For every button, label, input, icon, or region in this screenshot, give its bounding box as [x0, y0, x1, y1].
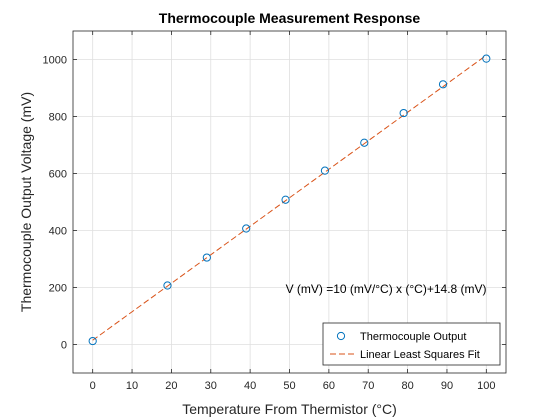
- data-point: [88, 336, 97, 346]
- grid-layer: [73, 31, 506, 373]
- data-point: [360, 138, 369, 147]
- marker-layer: [88, 54, 491, 346]
- y-tick-label: 800: [49, 112, 67, 124]
- x-tick-label: 70: [362, 380, 374, 392]
- x-tick-label: 90: [441, 380, 453, 392]
- x-tick-label: 50: [283, 380, 295, 392]
- x-tick-label: 40: [244, 380, 256, 392]
- y-tick-label: 1000: [43, 55, 67, 67]
- x-tick-label: 30: [205, 380, 217, 392]
- y-tick-label: 400: [49, 226, 67, 238]
- legend-entry-linear-fit: Linear Least Squares Fit: [360, 349, 480, 361]
- data-point: [242, 224, 251, 233]
- y-axis-label: Thermocouple Output Voltage (mV): [18, 92, 34, 312]
- data-point: [399, 108, 408, 118]
- data-point: [202, 253, 211, 262]
- x-tick-label: 100: [477, 380, 495, 392]
- x-tick-label: 20: [165, 380, 177, 392]
- fit-equation-annotation: V (mV) =10 (mV/°C) x (°C)+14.8 (mV): [286, 282, 487, 296]
- chart-title: Thermocouple Measurement Response: [159, 10, 421, 26]
- data-point: [482, 54, 491, 63]
- x-tick-label: 0: [90, 380, 96, 392]
- legend-entry-thermocouple-output: Thermocouple Output: [360, 331, 466, 343]
- data-point: [320, 166, 330, 175]
- y-tick-label: 200: [49, 283, 67, 295]
- x-axis-label: Temperature From Thermistor (°C): [182, 401, 397, 417]
- data-point: [163, 281, 172, 290]
- legend: Thermocouple Output Linear Least Squares…: [322, 322, 501, 366]
- x-tick-label: 10: [126, 380, 138, 392]
- y-tick-label: 600: [49, 169, 67, 181]
- legend-marker-icon: [336, 331, 346, 341]
- x-tick-label: 80: [401, 380, 413, 392]
- data-point: [438, 80, 448, 89]
- x-tick-label: 60: [323, 380, 335, 392]
- y-tick-label: 0: [61, 340, 67, 352]
- data-point: [281, 195, 290, 204]
- legend-box: [322, 322, 501, 366]
